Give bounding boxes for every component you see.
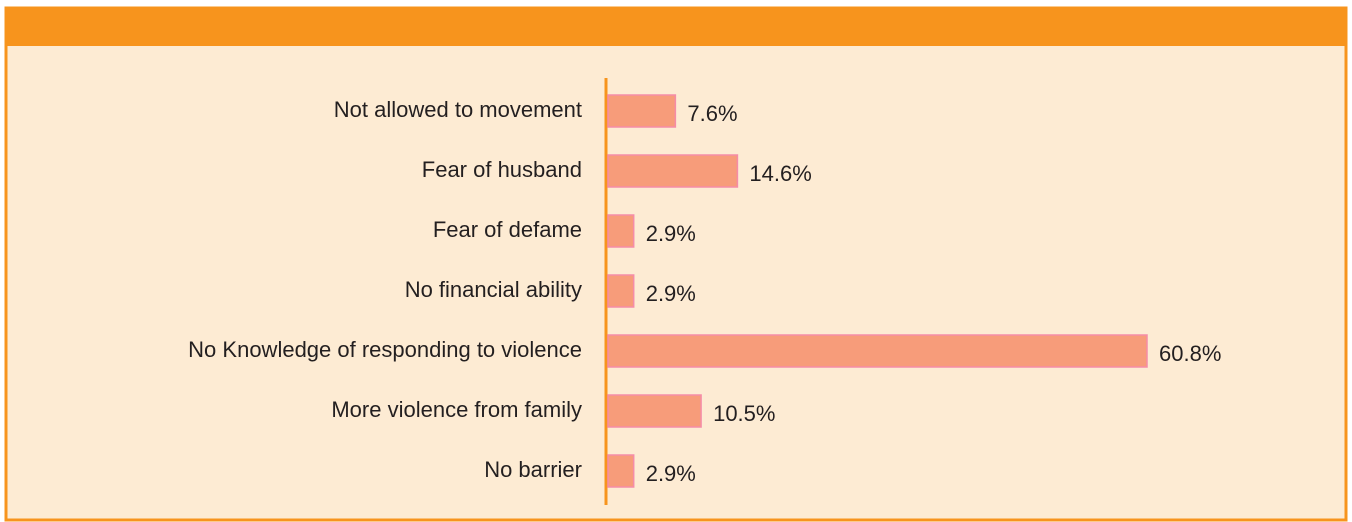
value-label: 2.9%	[646, 221, 696, 246]
header-band	[6, 8, 1346, 46]
bar	[607, 154, 739, 188]
bar	[607, 454, 635, 488]
value-label: 7.6%	[687, 101, 737, 126]
category-label: Fear of defame	[433, 217, 582, 242]
category-label: Fear of husband	[422, 157, 582, 182]
category-label: No financial ability	[405, 277, 582, 302]
panel	[4, 6, 1348, 522]
category-label: No Knowledge of responding to violence	[188, 337, 582, 362]
bar	[607, 214, 635, 248]
value-label: 10.5%	[713, 401, 775, 426]
value-label: 60.8%	[1159, 341, 1221, 366]
bar	[607, 394, 702, 428]
category-label: Not allowed to movement	[334, 97, 582, 122]
value-label: 2.9%	[646, 281, 696, 306]
category-label: More violence from family	[331, 397, 582, 422]
value-label: 14.6%	[749, 161, 811, 186]
value-label: 2.9%	[646, 461, 696, 486]
bar	[607, 274, 635, 308]
bar	[607, 334, 1148, 368]
bar	[607, 94, 677, 128]
category-label: No barrier	[484, 457, 582, 482]
